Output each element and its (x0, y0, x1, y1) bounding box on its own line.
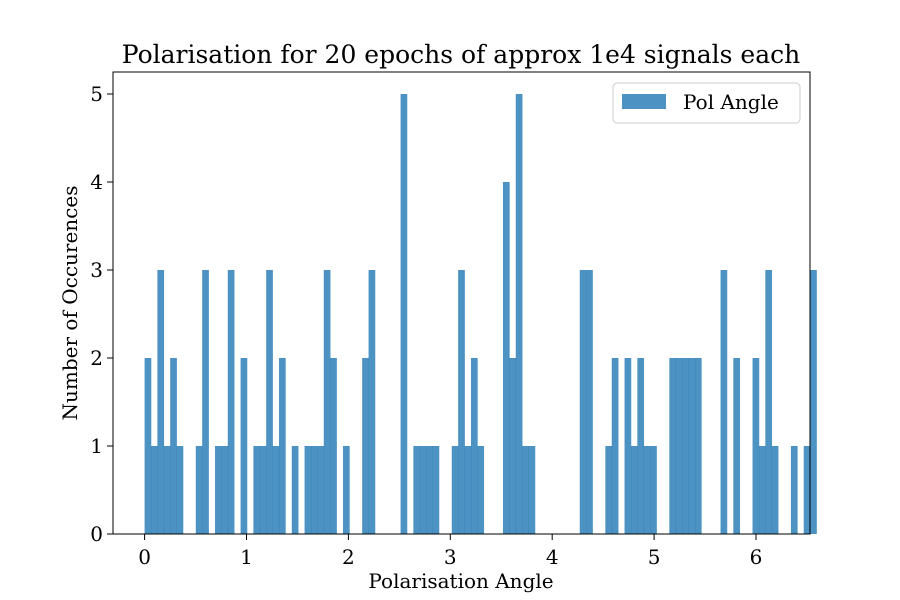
histogram-bar (432, 446, 440, 534)
histogram-bar (477, 446, 485, 534)
plot-frame (112, 71, 811, 535)
histogram-bar (266, 270, 273, 534)
histogram-bar (605, 446, 613, 534)
histogram-bar (144, 358, 152, 534)
legend-box (612, 82, 801, 124)
x-tick-label: 6 (750, 545, 763, 569)
histogram-bar (470, 358, 478, 534)
histogram-bar (310, 446, 318, 534)
histogram-bar (502, 182, 510, 534)
histogram-bar (675, 358, 683, 534)
histogram-bar (528, 446, 536, 534)
histogram-bar (419, 446, 427, 534)
histogram-bar (227, 270, 235, 534)
x-tick-label: 4 (546, 545, 559, 569)
histogram-bar (464, 446, 472, 534)
x-tick-label: 3 (444, 545, 457, 569)
x-tick-label: 5 (648, 545, 661, 569)
histogram-bar (195, 446, 203, 534)
x-axis-label: Polarisation Angle (368, 569, 553, 593)
histogram-bar (278, 358, 286, 534)
legend-swatch (622, 94, 666, 109)
histogram-bar (624, 358, 632, 534)
histogram-bar (291, 446, 299, 534)
histogram-bar (272, 446, 280, 534)
histogram-bar (765, 270, 773, 534)
histogram-bar (330, 358, 337, 534)
histogram-bar (509, 358, 517, 534)
histogram-bar (426, 446, 433, 534)
histogram-bar (413, 446, 421, 534)
y-tick-label: 4 (90, 170, 103, 194)
histogram-bar (637, 358, 645, 534)
histogram-bar (221, 446, 229, 534)
y-tick-label: 1 (90, 434, 103, 458)
histogram-bar (323, 270, 331, 534)
histogram-bar (688, 358, 696, 534)
histogram-bar (720, 270, 728, 534)
histogram-bar (522, 446, 529, 534)
histogram-bar (170, 358, 177, 534)
histogram-bar (253, 446, 261, 534)
histogram-bar (451, 446, 459, 534)
chart-title: Polarisation for 20 epochs of approx 1e4… (122, 40, 800, 69)
histogram-bar (586, 270, 593, 534)
histogram-bar (259, 446, 267, 534)
histogram-bar (342, 446, 350, 534)
y-tick-label: 3 (90, 258, 103, 282)
histogram-bar (790, 446, 798, 534)
histogram-bar (803, 446, 811, 534)
histogram-bar (400, 94, 408, 534)
histogram-bar (643, 446, 651, 534)
histogram-bar (176, 446, 184, 534)
y-tick-label: 5 (90, 82, 103, 106)
histogram-bar (758, 446, 766, 534)
histogram-bar (214, 446, 222, 534)
legend: Pol Angle (612, 82, 801, 124)
bars-group (144, 94, 817, 534)
histogram-bar (630, 446, 638, 534)
histogram-bar (579, 270, 587, 534)
x-tick-label: 1 (240, 545, 253, 569)
x-tick-label: 2 (342, 545, 355, 569)
histogram-bar (650, 446, 657, 534)
histogram-bar (682, 358, 689, 534)
histogram-bar (163, 446, 171, 534)
y-tick-label: 2 (90, 346, 103, 370)
histogram-bar (202, 270, 209, 534)
histogram-bar (240, 358, 248, 534)
histogram-bar (368, 270, 376, 534)
histogram-bar (157, 270, 165, 534)
histogram-bar (150, 446, 158, 534)
histogram-bar (694, 358, 702, 534)
histogram-bar (317, 446, 325, 534)
histogram-bar (304, 446, 312, 534)
histogram-bar (362, 358, 369, 534)
histogram-bar (611, 358, 619, 534)
legend-label: Pol Angle (683, 90, 779, 114)
histogram-bar (771, 446, 779, 534)
histogram-bar (752, 358, 760, 534)
y-tick-label: 0 (90, 522, 103, 546)
y-axis-label: Number of Occurences (58, 186, 82, 421)
x-tick-label: 0 (138, 545, 151, 569)
y-axis: 0 1 2 3 4 5 (90, 82, 113, 546)
histogram-bar (733, 358, 741, 534)
histogram-bar (458, 270, 465, 534)
histogram-bar (810, 270, 817, 534)
histogram-bar (515, 94, 523, 534)
x-axis: 0 1 2 3 4 5 6 (138, 534, 762, 569)
histogram-bar (669, 358, 677, 534)
